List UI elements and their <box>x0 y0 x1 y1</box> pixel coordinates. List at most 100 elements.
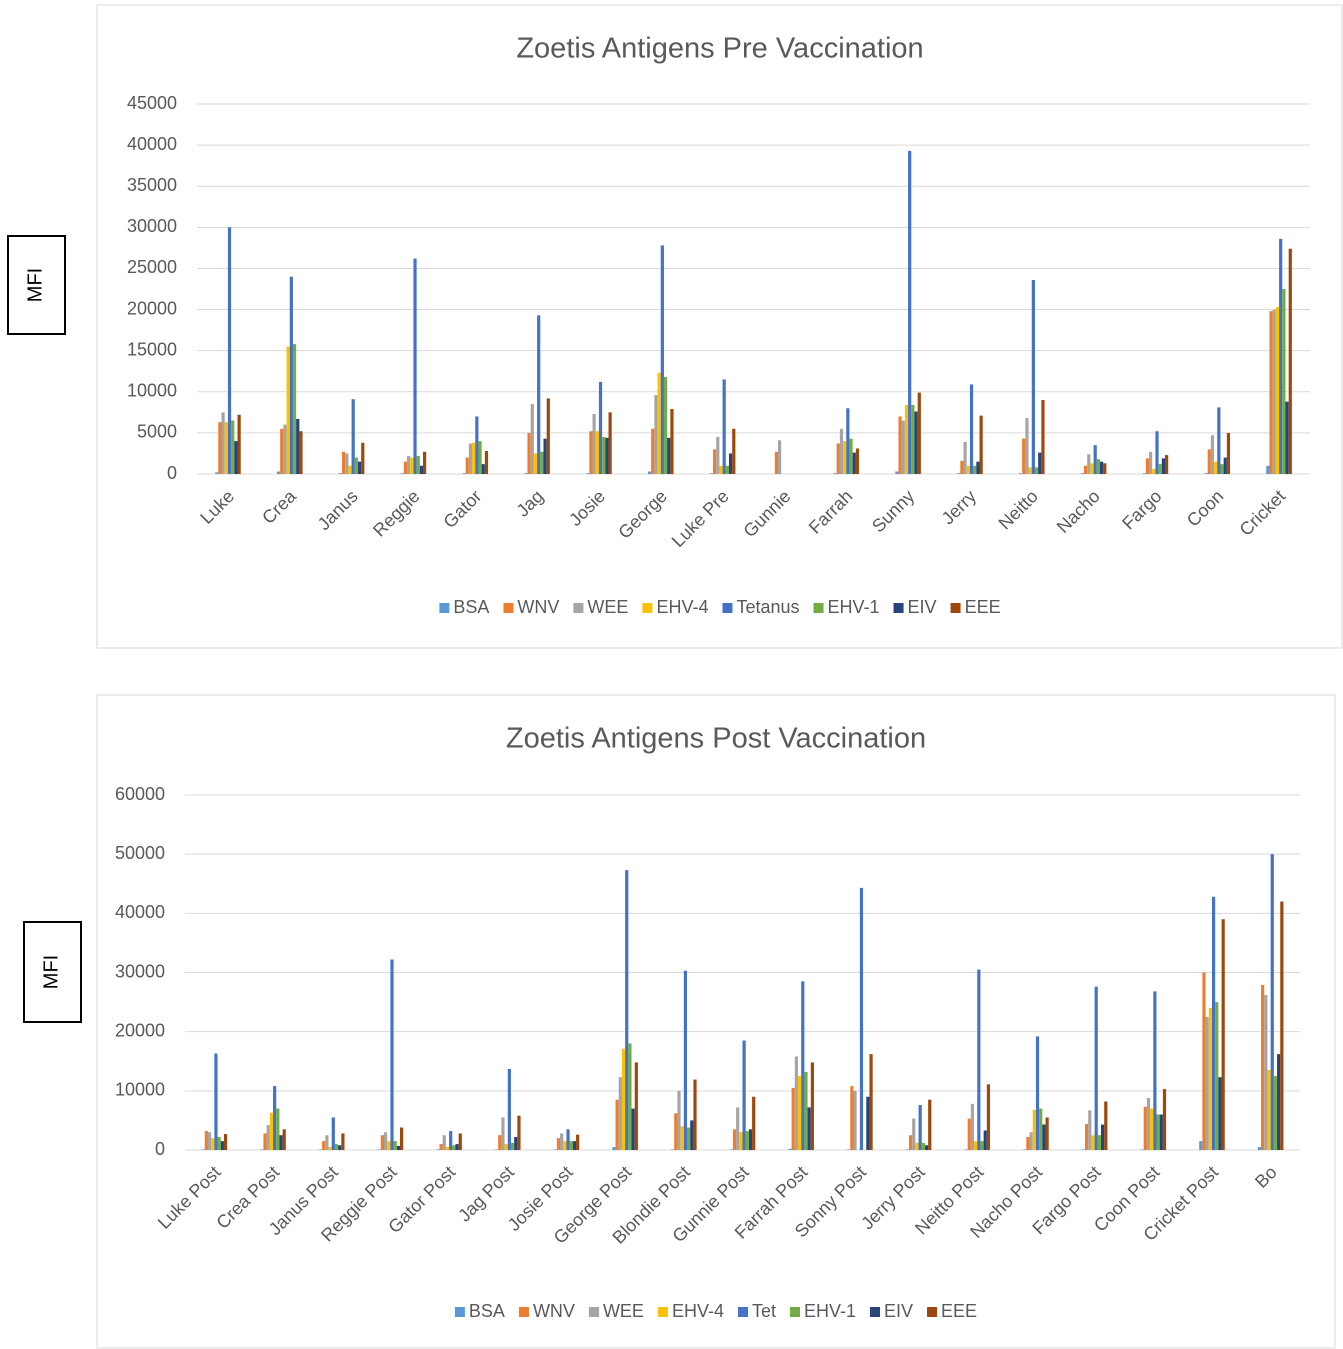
y-tick-label: 25000 <box>127 257 177 277</box>
bar <box>1202 972 1206 1150</box>
bar <box>1282 289 1286 474</box>
bar <box>1034 467 1039 474</box>
bar <box>280 428 284 474</box>
bar <box>729 1149 733 1150</box>
bar <box>615 1099 619 1150</box>
bar <box>348 465 352 474</box>
bar <box>341 1133 345 1150</box>
bar <box>728 453 733 474</box>
bar <box>1161 458 1166 474</box>
bar <box>514 1136 518 1150</box>
bar <box>1211 896 1216 1150</box>
bar <box>647 471 652 474</box>
bar <box>660 245 664 474</box>
bar <box>846 408 850 474</box>
bar <box>908 1135 913 1150</box>
legend-swatch <box>722 603 733 613</box>
bar <box>566 1129 570 1150</box>
bar <box>716 437 720 474</box>
bar <box>481 464 485 474</box>
bar <box>1097 1135 1102 1150</box>
bar <box>1272 309 1276 474</box>
bar <box>1214 461 1218 474</box>
bar <box>1090 463 1094 474</box>
bar <box>1288 248 1292 474</box>
bar <box>318 1149 323 1150</box>
bar <box>1081 1149 1086 1150</box>
bar <box>1143 1106 1147 1150</box>
legend-label: BSA <box>453 597 489 617</box>
bar <box>383 1132 388 1150</box>
bar <box>904 404 909 474</box>
bar <box>602 437 606 474</box>
bar <box>331 1117 335 1150</box>
bar <box>719 465 723 474</box>
bar <box>498 1135 502 1150</box>
bar <box>221 412 225 474</box>
bar <box>914 411 918 474</box>
legend-label: WNV <box>533 1301 575 1321</box>
bar <box>472 442 476 474</box>
bar <box>674 1113 678 1150</box>
bar <box>1210 435 1215 474</box>
bar <box>501 1117 505 1150</box>
bar <box>351 399 355 474</box>
bar <box>403 461 408 474</box>
y-tick-label: 10000 <box>115 1080 165 1100</box>
legend-label: Tet <box>752 1301 776 1321</box>
bar <box>201 1149 205 1150</box>
bar <box>1026 1136 1030 1150</box>
bar <box>204 1131 208 1150</box>
y-tick-label: 20000 <box>115 1020 165 1040</box>
bar <box>292 344 297 474</box>
bar <box>286 346 290 474</box>
bar <box>690 1120 694 1150</box>
bar <box>266 1125 270 1150</box>
bar <box>345 453 349 474</box>
bar <box>964 1149 968 1150</box>
bar <box>224 422 228 474</box>
bar <box>563 1141 567 1150</box>
legend-swatch <box>657 1307 668 1317</box>
bar <box>1140 1149 1144 1150</box>
bar <box>1215 1002 1219 1150</box>
y-tick-label: 50000 <box>115 843 165 863</box>
bar <box>1275 307 1280 474</box>
bar <box>671 1149 675 1150</box>
chart-frame <box>96 694 1336 1349</box>
bar <box>683 970 688 1150</box>
bar <box>237 414 241 474</box>
bar <box>553 1149 557 1150</box>
bar <box>1145 458 1150 474</box>
legend-swatch <box>790 1307 801 1317</box>
bar <box>801 981 805 1150</box>
bar <box>207 1132 212 1150</box>
bar <box>504 1144 508 1150</box>
bar <box>1099 461 1104 474</box>
bar <box>560 1133 564 1150</box>
bar <box>357 461 362 474</box>
chart-title: Zoetis Antigens Pre Vaccination <box>516 33 923 65</box>
legend-swatch <box>737 1307 748 1317</box>
legend-swatch <box>503 603 514 613</box>
bar <box>979 415 983 474</box>
bar <box>898 416 902 474</box>
y-tick-label: 0 <box>155 1139 165 1159</box>
bar <box>1101 1124 1105 1150</box>
bar <box>732 428 736 474</box>
bar <box>1031 279 1035 474</box>
legend-label: EEE <box>941 1301 977 1321</box>
bar <box>1220 464 1224 474</box>
bar <box>847 1149 851 1150</box>
bar <box>1104 1101 1108 1150</box>
bar <box>1023 1149 1027 1150</box>
y-label-box <box>23 921 82 1023</box>
bar <box>407 455 411 474</box>
bar <box>413 258 417 474</box>
bar <box>1080 473 1084 474</box>
bar <box>654 395 658 474</box>
bar <box>1096 459 1100 474</box>
bar <box>218 422 222 474</box>
bar <box>911 404 915 474</box>
bar <box>778 440 782 474</box>
